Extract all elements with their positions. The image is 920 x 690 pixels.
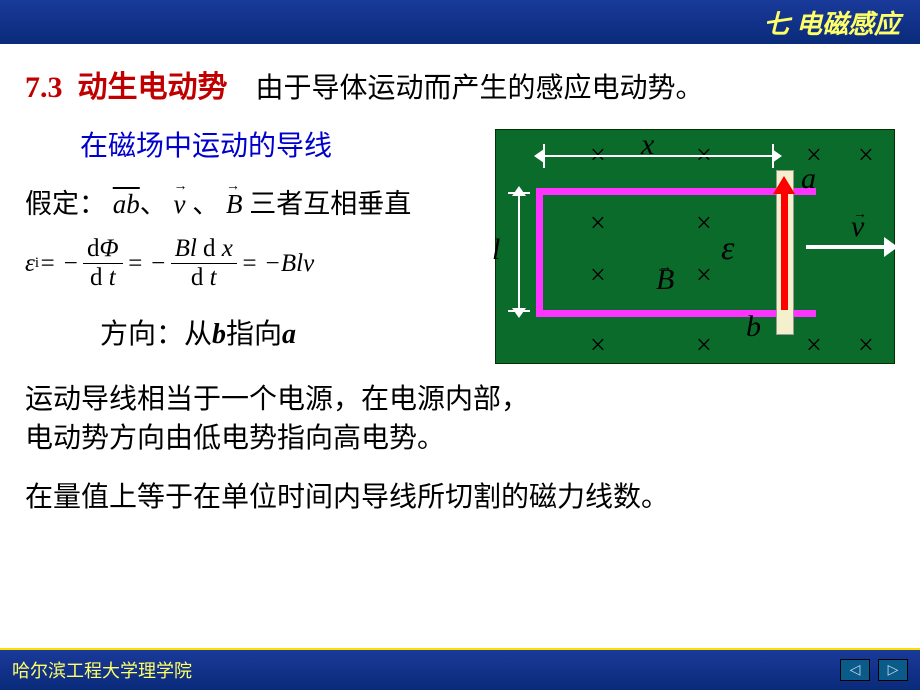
next-button[interactable]: ▷: [878, 659, 908, 681]
chapter-title: 七 电磁感应: [763, 4, 900, 41]
dimension-l: [518, 196, 520, 308]
label-emf: ε: [721, 230, 734, 268]
paragraph-2: 在量值上等于在单位时间内导线所切割的磁力线数。: [25, 478, 895, 517]
section-desc: 由于导体运动而产生的感应电动势。: [256, 66, 704, 106]
field-cross: [590, 208, 606, 240]
paragraph-1: 运动导线相当于一个电源，在电源内部， 电动势方向由低电势指向高电势。: [25, 380, 895, 458]
rail-bottom: [536, 310, 816, 317]
circuit-diagram: x l a b →B ε →v: [495, 129, 895, 364]
field-cross: [858, 330, 874, 362]
field-cross: [696, 208, 712, 240]
field-cross: [858, 140, 874, 172]
field-cross: [806, 330, 822, 362]
field-cross: [590, 260, 606, 292]
label-v: →v: [851, 210, 864, 244]
label-a: a: [801, 162, 816, 196]
dimension-x: [544, 155, 772, 157]
velocity-arrow: [806, 245, 886, 249]
var-ab: ab: [113, 189, 140, 219]
frac-dphi-dt: dΦ d t: [83, 235, 123, 292]
label-B: →B: [656, 263, 674, 297]
field-cross: [696, 260, 712, 292]
field-cross: [696, 330, 712, 362]
rail-left: [536, 188, 543, 317]
var-B: →B: [226, 189, 243, 219]
top-bar: 七 电磁感应: [0, 0, 920, 44]
prev-button[interactable]: ◁: [840, 659, 870, 681]
var-v: →v: [174, 189, 186, 219]
nav-buttons: ◁ ▷: [840, 659, 908, 681]
section-number-name: 7.3 动生电动势: [25, 62, 228, 106]
emf-arrow: [781, 192, 788, 310]
section-title: 7.3 动生电动势 由于导体运动而产生的感应电动势。: [25, 62, 895, 106]
frac-bldx-dt: Bl d x d t: [171, 235, 237, 292]
slide-content: 7.3 动生电动势 由于导体运动而产生的感应电动势。 在磁场中运动的导线 假定：…: [0, 44, 920, 648]
label-b: b: [746, 310, 761, 344]
label-x: x: [641, 128, 654, 162]
school-name: 哈尔滨工程大学理学院: [12, 657, 192, 683]
label-l: l: [492, 233, 500, 267]
bottom-bar: 哈尔滨工程大学理学院 ◁ ▷: [0, 648, 920, 690]
field-cross: [590, 330, 606, 362]
